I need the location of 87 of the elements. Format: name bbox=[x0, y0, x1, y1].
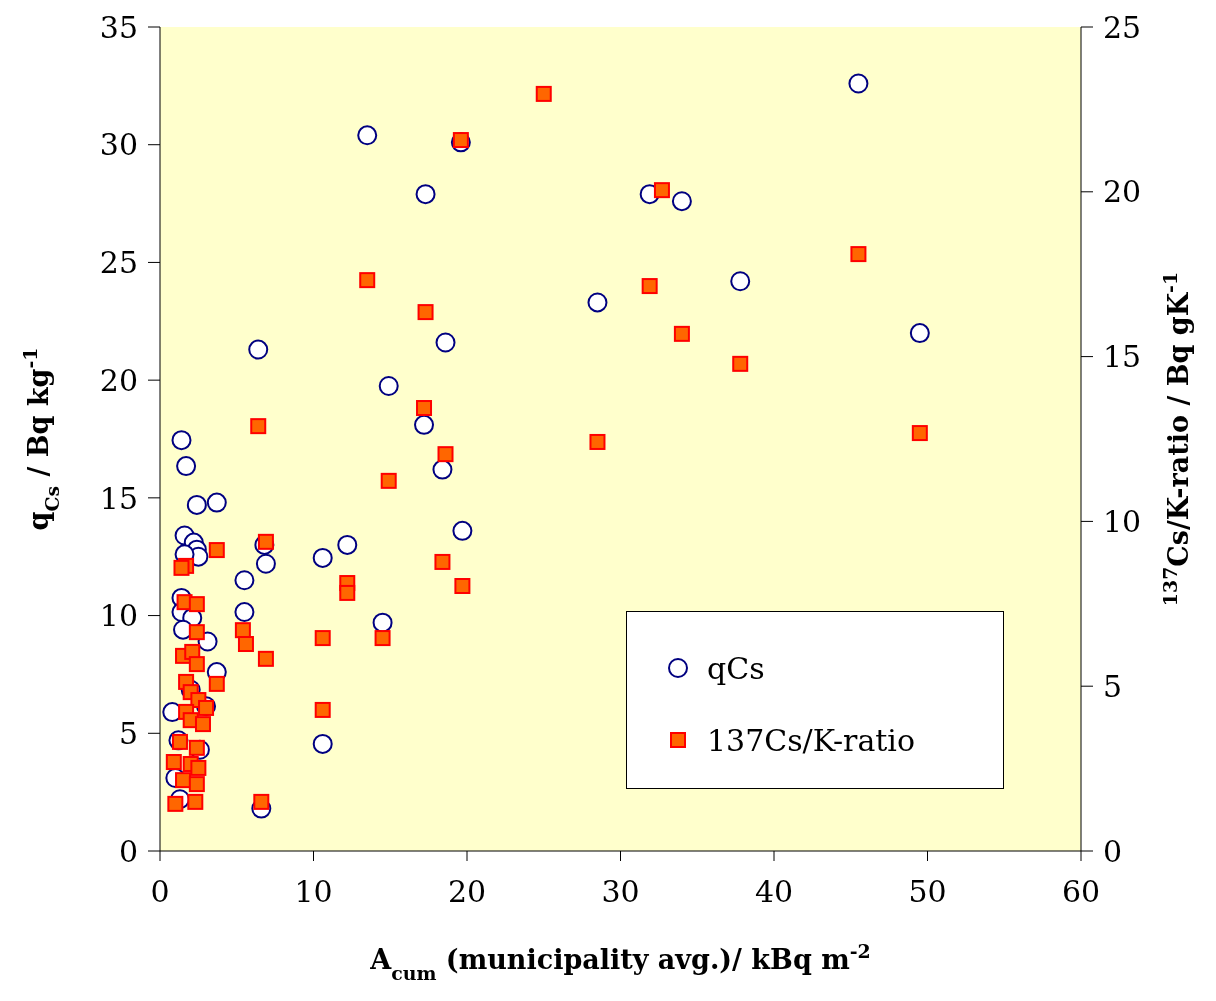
point bbox=[415, 184, 436, 205]
point bbox=[359, 272, 376, 289]
point bbox=[167, 795, 184, 812]
point bbox=[374, 630, 391, 647]
x-tick-label: 20 bbox=[447, 874, 487, 910]
point bbox=[188, 596, 205, 613]
point bbox=[848, 73, 869, 94]
y-tick-label: 30 bbox=[99, 127, 138, 163]
point bbox=[434, 553, 451, 570]
point bbox=[188, 776, 205, 793]
point bbox=[234, 602, 255, 623]
y-tick-label: 5 bbox=[118, 715, 138, 751]
legend-label: 137Cs/K-ratio bbox=[707, 722, 916, 758]
point bbox=[339, 584, 356, 601]
y2-tick-label: 15 bbox=[1103, 339, 1142, 375]
point bbox=[671, 191, 692, 212]
y-tick-label: 10 bbox=[99, 598, 138, 634]
x-tick-label: 50 bbox=[908, 874, 947, 910]
point bbox=[186, 494, 207, 515]
point bbox=[911, 425, 928, 442]
point bbox=[437, 446, 454, 463]
point bbox=[417, 304, 434, 321]
point bbox=[850, 246, 867, 263]
point bbox=[416, 400, 433, 417]
y2-tick-label: 25 bbox=[1103, 9, 1142, 45]
point bbox=[194, 716, 211, 733]
point bbox=[435, 332, 456, 353]
point bbox=[257, 650, 274, 667]
point bbox=[208, 675, 225, 692]
point bbox=[255, 553, 276, 574]
point bbox=[188, 739, 205, 756]
y-tick-label: 25 bbox=[99, 245, 138, 281]
y-tick-label: 15 bbox=[99, 480, 138, 516]
legend-label: qCs bbox=[707, 650, 765, 686]
point bbox=[312, 547, 333, 568]
point bbox=[589, 433, 606, 450]
y2-tick-label: 10 bbox=[1103, 504, 1142, 540]
point bbox=[187, 793, 204, 810]
point bbox=[312, 733, 333, 754]
x-tick-label: 10 bbox=[294, 874, 333, 910]
x-tick-label: 60 bbox=[1061, 874, 1101, 910]
point bbox=[234, 570, 255, 591]
point bbox=[165, 754, 182, 771]
point bbox=[452, 520, 473, 541]
point bbox=[175, 772, 192, 789]
point bbox=[357, 125, 378, 146]
point bbox=[208, 542, 225, 559]
point bbox=[253, 793, 270, 810]
point bbox=[414, 414, 435, 435]
x-tick-label: 30 bbox=[601, 874, 640, 910]
point bbox=[337, 534, 358, 555]
point bbox=[535, 85, 552, 102]
y-tick-label: 0 bbox=[118, 833, 138, 869]
point bbox=[432, 459, 453, 480]
y2-tick-label: 20 bbox=[1103, 174, 1142, 210]
point bbox=[730, 271, 751, 292]
point bbox=[234, 622, 251, 639]
x-tick-label: 40 bbox=[754, 874, 794, 910]
point bbox=[641, 278, 658, 295]
point bbox=[171, 430, 192, 451]
x-tick-label: 0 bbox=[150, 874, 170, 910]
point bbox=[173, 559, 190, 576]
point bbox=[314, 630, 331, 647]
point bbox=[378, 376, 399, 397]
point bbox=[250, 418, 267, 435]
point bbox=[190, 759, 207, 776]
point bbox=[732, 355, 749, 372]
point bbox=[176, 456, 197, 477]
point bbox=[372, 612, 393, 633]
point bbox=[206, 492, 227, 513]
point bbox=[909, 323, 930, 344]
point bbox=[188, 656, 205, 673]
point bbox=[673, 325, 690, 342]
point bbox=[653, 182, 670, 199]
point bbox=[380, 472, 397, 489]
point bbox=[188, 624, 205, 641]
point bbox=[314, 701, 331, 718]
y2-tick-label: 5 bbox=[1103, 668, 1123, 704]
y-tick-label: 35 bbox=[99, 9, 138, 45]
point bbox=[257, 533, 274, 550]
point bbox=[587, 292, 608, 313]
point bbox=[248, 339, 269, 360]
x-axis-title: A$_{cum}$ (municipality avg.)/ kBq m$^{-2}$ bbox=[369, 940, 871, 984]
point bbox=[454, 578, 471, 594]
point bbox=[237, 636, 254, 653]
y2-tick-label: 0 bbox=[1103, 833, 1123, 869]
y-tick-label: 20 bbox=[99, 362, 138, 398]
